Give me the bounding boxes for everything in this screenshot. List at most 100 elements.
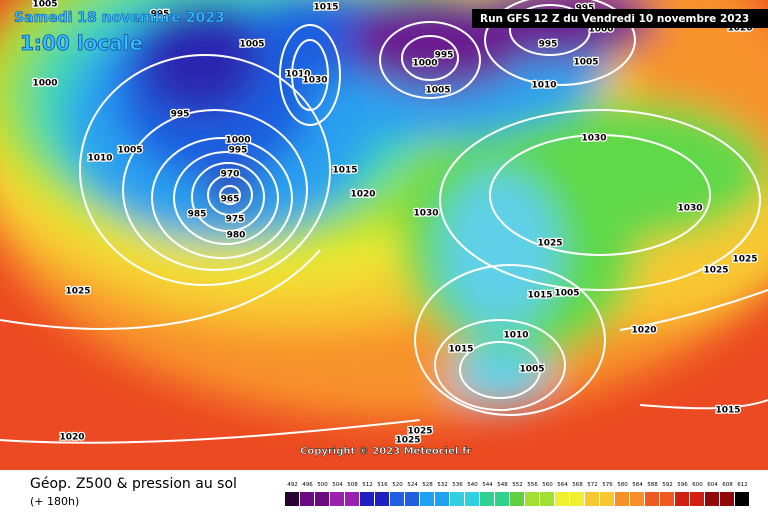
isobar-label: 995 <box>171 110 190 120</box>
scale-label: 564 <box>557 482 568 488</box>
isobar-label: 1025 <box>703 266 728 276</box>
scale-swatch <box>375 492 389 506</box>
scale-swatch <box>315 492 329 506</box>
footer-title: Géop. Z500 & pression au sol <box>30 476 237 492</box>
isobar-line <box>639 399 768 410</box>
scale-swatch <box>450 492 464 506</box>
isobar-label: 1030 <box>581 134 606 144</box>
run-box <box>472 9 768 28</box>
isobar-line <box>219 185 241 205</box>
scale-swatch <box>660 492 674 506</box>
scale-swatch <box>345 492 359 506</box>
date: Samedi 18 novembre 2023 <box>14 10 225 26</box>
isobar-label: 1005 <box>573 58 598 68</box>
isobar-label: 1000 <box>32 79 57 89</box>
scale-label: 508 <box>347 482 358 488</box>
color-area <box>450 345 550 405</box>
geopotential-field <box>0 0 768 420</box>
isobar-line <box>459 341 541 399</box>
scale-label: 592 <box>662 482 673 488</box>
isobar-label: 1005 <box>554 289 579 299</box>
scale-swatch <box>390 492 404 506</box>
isobar-line <box>173 151 279 245</box>
isobar-label: 1025 <box>407 427 432 437</box>
isobar-line <box>379 21 481 99</box>
scale-swatch <box>480 492 494 506</box>
isobar-label: 1030 <box>413 209 438 219</box>
isobar-line <box>434 319 566 411</box>
scale-label: 532 <box>437 482 448 488</box>
scale-label: 524 <box>407 482 418 488</box>
scale-label: 492 <box>287 482 298 488</box>
isobar-line <box>79 54 331 286</box>
isobar-line <box>489 134 711 256</box>
isobar-line <box>439 109 761 291</box>
scale-label: 496 <box>302 482 313 488</box>
scale-label: 596 <box>677 482 688 488</box>
scale-label: 536 <box>452 482 463 488</box>
local-time: 1:00 locale <box>20 31 143 55</box>
scale-label: 548 <box>497 482 508 488</box>
scale-swatch <box>360 492 374 506</box>
color-area <box>440 170 560 330</box>
isobar-label: 1005 <box>239 40 264 50</box>
isobar-label: 1010 <box>503 331 528 341</box>
isobar-line <box>0 419 421 444</box>
scale-label: 560 <box>542 482 553 488</box>
scale-label: 604 <box>707 482 718 488</box>
isobar-line <box>414 264 606 416</box>
isobar-label: 1015 <box>715 406 740 416</box>
scale-swatch <box>600 492 614 506</box>
isobar-label: 1000 <box>225 136 250 146</box>
isobar-label: 1025 <box>537 239 562 249</box>
scale-swatch <box>615 492 629 506</box>
scale-label: 500 <box>317 482 328 488</box>
scale-swatch <box>705 492 719 506</box>
scale-label: 540 <box>467 482 478 488</box>
scale-swatch <box>405 492 419 506</box>
isobar-label: 1010 <box>87 154 112 164</box>
scale-swatch <box>300 492 314 506</box>
isobar-label: 1010 <box>531 81 556 91</box>
scale-swatch <box>465 492 479 506</box>
isobar-line <box>509 4 591 56</box>
scale-swatch <box>690 492 704 506</box>
isobar-line <box>279 24 341 126</box>
scale-label: 576 <box>602 482 613 488</box>
scale-label: 600 <box>692 482 703 488</box>
scale-label: 528 <box>422 482 433 488</box>
isobar-line <box>0 249 321 330</box>
scale-label: 568 <box>572 482 583 488</box>
isobars <box>0 0 768 444</box>
isobar-label: 995 <box>539 40 558 50</box>
scale-label: 580 <box>617 482 628 488</box>
isobar-label: 1020 <box>59 433 84 443</box>
isobar-label: 1030 <box>677 204 702 214</box>
scale-label: 544 <box>482 482 493 488</box>
isobar-label: 1010 <box>285 70 310 80</box>
scale-label: 556 <box>527 482 538 488</box>
scale-swatch <box>420 492 434 506</box>
scale-swatch <box>555 492 569 506</box>
scale-label: 572 <box>587 482 598 488</box>
scale-swatch <box>675 492 689 506</box>
color-area <box>490 100 768 240</box>
scale-swatch <box>435 492 449 506</box>
isobar-label: 965 <box>221 195 240 205</box>
isobar-label: 1025 <box>395 436 420 446</box>
isobar-label: 1030 <box>302 76 327 86</box>
isobar-label: 1015 <box>332 166 357 176</box>
isobar-label: 995 <box>151 10 170 20</box>
isobar-line <box>401 35 459 81</box>
isobar-line <box>207 174 253 216</box>
isobar-label: 1015 <box>527 291 552 301</box>
isobar-label: 980 <box>227 231 246 241</box>
copyright: Copyright © 2023 Meteociel.fr <box>300 446 471 457</box>
isobar-label: 1020 <box>631 326 656 336</box>
scale-label: 552 <box>512 482 523 488</box>
isobar-label: 1005 <box>425 86 450 96</box>
scale-label: 608 <box>722 482 733 488</box>
